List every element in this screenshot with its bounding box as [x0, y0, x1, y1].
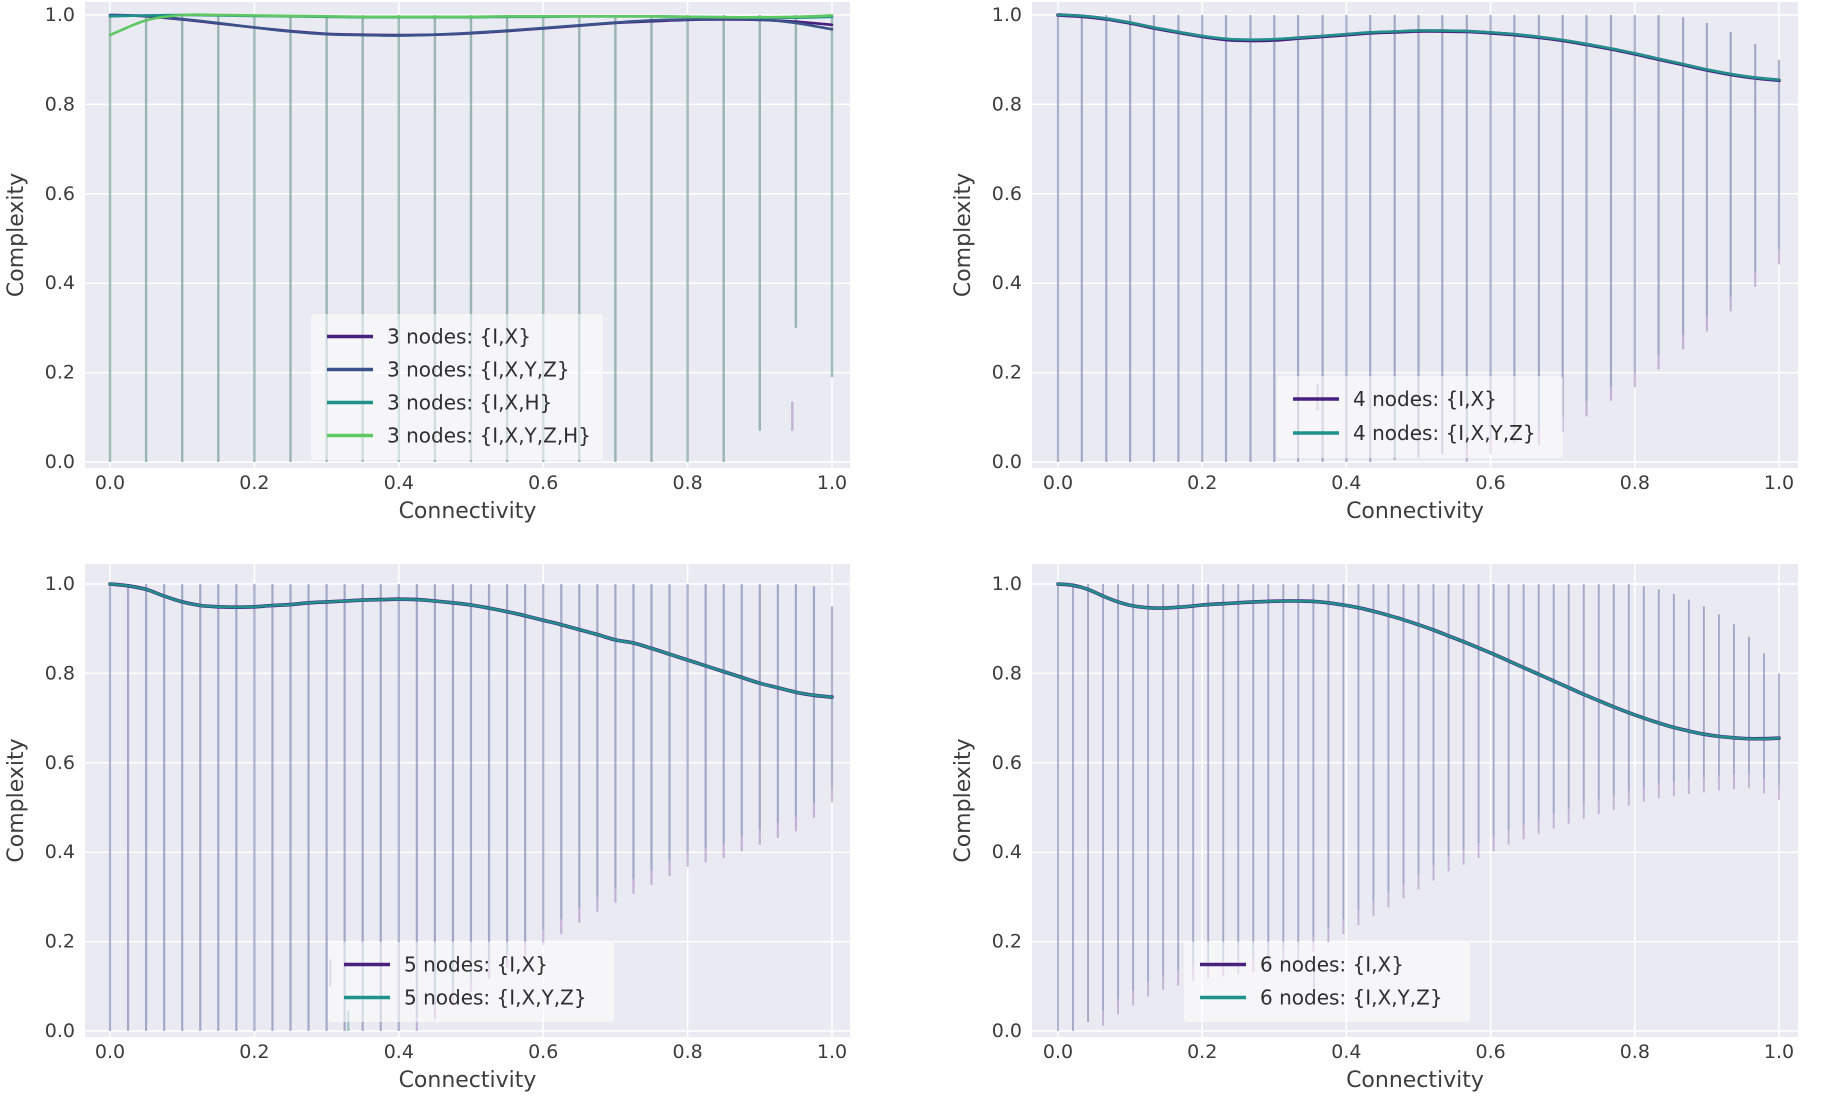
x-axis-label: Connectivity [1346, 499, 1484, 524]
series-line [108, 13, 834, 37]
x-tick-label: 0.8 [672, 1041, 702, 1063]
legend-box [328, 942, 614, 1022]
gridlines [1032, 2, 1798, 468]
x-tick-label: 0.4 [1331, 1041, 1361, 1063]
y-tick-label: 0.8 [45, 662, 75, 684]
y-tick-label: 0.6 [992, 752, 1022, 774]
legend: 6 nodes: {I,X} 6 nodes: {I,X,Y,Z} [1184, 942, 1470, 1022]
legend-entry-label: 3 nodes: {I,X,H} [387, 391, 552, 415]
x-tick-label: 1.0 [1764, 1041, 1794, 1063]
error-bars [1057, 584, 1780, 1031]
x-axis-label: Connectivity [399, 499, 537, 524]
y-tick-label: 0.6 [45, 752, 75, 774]
subplot-3-nodes: 3 nodes: {I,X} 3 nodes: {I,X,Y,Z} 3 nodes:… [4, 2, 850, 524]
series-line [1056, 13, 1781, 82]
x-tick-label: 0.2 [239, 472, 269, 494]
series-line [108, 582, 834, 699]
y-tick-label: 1.0 [45, 573, 75, 595]
y-tick-label: 0.2 [992, 931, 1022, 953]
y-tick-label: 0.4 [992, 841, 1022, 863]
x-tick-label: 0.2 [1187, 1041, 1217, 1063]
x-tick-label: 0.6 [1475, 1041, 1505, 1063]
x-tick-label: 0.6 [528, 1041, 558, 1063]
x-tick-label: 1.0 [817, 1041, 847, 1063]
y-tick-label: 0.4 [45, 841, 75, 863]
y-tick-label: 0.8 [45, 93, 75, 115]
y-tick-label: 0.0 [992, 451, 1022, 473]
legend-entry-label: 5 nodes: {I,X} [404, 953, 548, 977]
y-axis-label: Complexity [951, 173, 976, 297]
legend-box [311, 314, 603, 460]
series-line [1056, 582, 1781, 740]
x-axis-label: Connectivity [1346, 1068, 1484, 1093]
y-tick-label: 0.0 [992, 1020, 1022, 1042]
x-tick-label: 1.0 [817, 472, 847, 494]
y-axis-label: Complexity [4, 173, 29, 297]
legend-entry-label: 3 nodes: {I,X,Y,Z,H} [387, 424, 591, 448]
legend: 5 nodes: {I,X} 5 nodes: {I,X,Y,Z} [328, 942, 614, 1022]
y-tick-label: 0.6 [45, 183, 75, 205]
x-tick-label: 0.6 [528, 472, 558, 494]
y-tick-label: 0.2 [45, 362, 75, 384]
x-tick-label: 0.4 [384, 472, 414, 494]
x-tick-label: 0.8 [672, 472, 702, 494]
x-tick-label: 0.2 [1187, 472, 1217, 494]
x-tick-label: 0.4 [1331, 472, 1361, 494]
y-tick-label: 0.4 [45, 272, 75, 294]
y-tick-label: 0.8 [992, 662, 1022, 684]
y-tick-label: 0.4 [992, 272, 1022, 294]
legend-box [1277, 376, 1563, 458]
x-tick-label: 0.4 [384, 1041, 414, 1063]
x-tick-label: 0.8 [1620, 1041, 1650, 1063]
legend-entry-label: 6 nodes: {I,X,Y,Z} [1260, 986, 1443, 1010]
x-tick-label: 1.0 [1764, 472, 1794, 494]
x-tick-label: 0.0 [95, 1041, 125, 1063]
x-tick-label: 0.2 [239, 1041, 269, 1063]
legend-entry-label: 6 nodes: {I,X} [1260, 953, 1404, 977]
legend-entry-label: 4 nodes: {I,X} [1353, 387, 1497, 411]
legend-entry-label: 5 nodes: {I,X,Y,Z} [404, 986, 587, 1010]
y-tick-label: 0.8 [992, 93, 1022, 115]
subplot-6-nodes: 6 nodes: {I,X} 6 nodes: {I,X,Y,Z} 0.0 0.2 0.… [951, 564, 1798, 1093]
legend: 3 nodes: {I,X} 3 nodes: {I,X,Y,Z} 3 nodes:… [311, 314, 603, 460]
legend-entry-label: 3 nodes: {I,X} [387, 325, 531, 349]
y-tick-label: 0.0 [45, 1020, 75, 1042]
y-tick-label: 1.0 [992, 573, 1022, 595]
x-tick-label: 0.0 [1043, 1041, 1073, 1063]
y-axis-label: Complexity [4, 738, 29, 862]
x-tick-label: 0.0 [95, 472, 125, 494]
y-tick-label: 1.0 [992, 4, 1022, 26]
legend-entry-label: 3 nodes: {I,X,Y,Z} [387, 358, 570, 382]
y-tick-label: 0.0 [45, 451, 75, 473]
x-tick-label: 0.6 [1475, 472, 1505, 494]
legend-entry-label: 4 nodes: {I,X,Y,Z} [1353, 421, 1536, 445]
y-tick-label: 0.2 [45, 931, 75, 953]
legend: 4 nodes: {I,X} 4 nodes: {I,X,Y,Z} [1277, 376, 1563, 458]
y-tick-label: 0.6 [992, 183, 1022, 205]
subplot-4-nodes: 4 nodes: {I,X} 4 nodes: {I,X,Y,Z} 0.0 0.2 0.… [951, 2, 1798, 524]
x-tick-label: 0.8 [1620, 472, 1650, 494]
series-line [108, 13, 834, 37]
subplot-5-nodes: 5 nodes: {I,X} 5 nodes: {I,X,Y,Z} 0.0 0.2 0.… [4, 564, 850, 1093]
x-axis-label: Connectivity [399, 1068, 537, 1093]
y-axis-label: Complexity [951, 738, 976, 862]
y-tick-label: 1.0 [45, 4, 75, 26]
y-tick-label: 0.2 [992, 362, 1022, 384]
x-tick-label: 0.0 [1043, 472, 1073, 494]
legend-box [1184, 942, 1470, 1022]
